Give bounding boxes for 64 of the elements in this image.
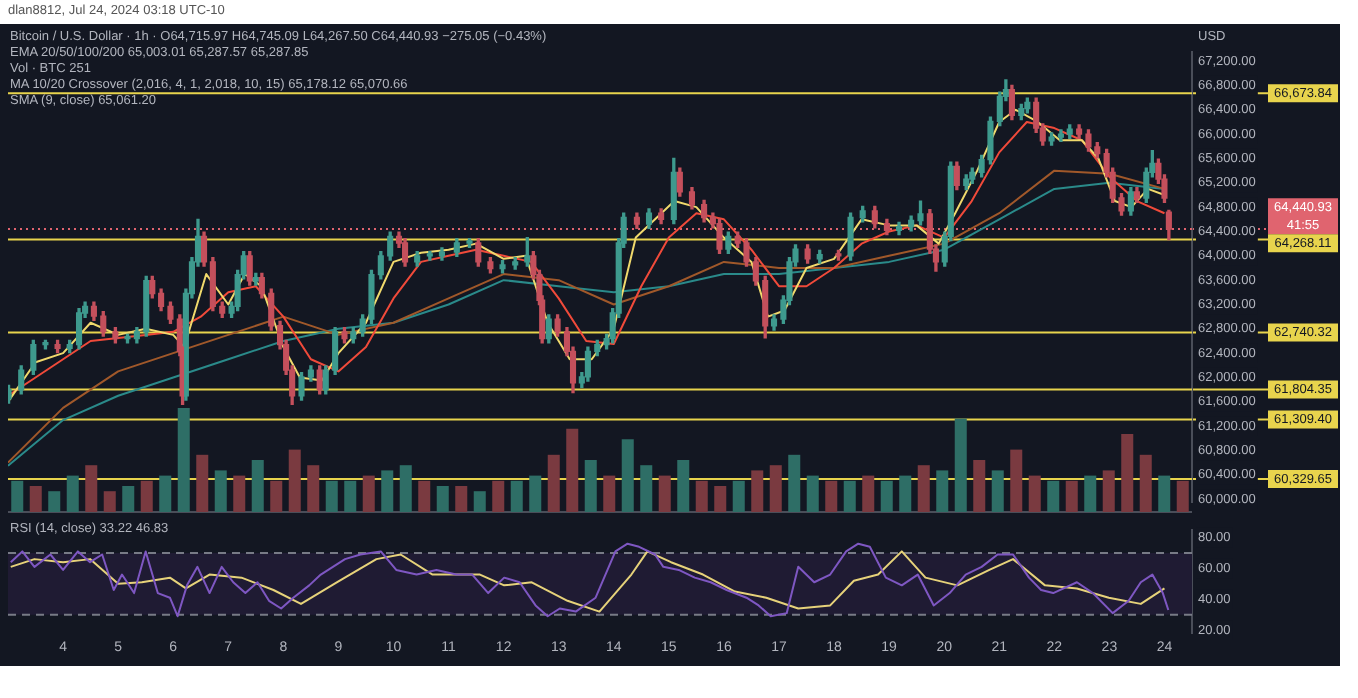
bar <box>825 480 838 512</box>
bar <box>547 454 560 512</box>
bar <box>418 480 431 512</box>
bar <box>880 480 893 512</box>
bar <box>1102 470 1115 512</box>
bar <box>1028 475 1041 512</box>
bar <box>381 470 394 512</box>
bar <box>510 480 523 512</box>
bar <box>1158 475 1171 512</box>
bar <box>1176 480 1189 512</box>
bar <box>48 491 61 512</box>
bar <box>658 475 671 512</box>
bar <box>325 480 338 512</box>
bar <box>436 486 449 512</box>
bar <box>270 480 283 512</box>
bar <box>806 475 819 512</box>
bar <box>362 475 375 512</box>
bar <box>584 460 597 512</box>
bar <box>492 480 505 512</box>
bar <box>344 480 357 512</box>
bar <box>566 428 579 512</box>
bar <box>936 470 949 512</box>
bar <box>899 475 912 512</box>
bar <box>1065 480 1078 512</box>
bar <box>991 470 1004 512</box>
bar <box>455 486 468 512</box>
bar <box>769 465 782 512</box>
bar <box>122 486 135 512</box>
bar <box>973 460 986 512</box>
bar <box>85 465 98 512</box>
bar <box>954 418 967 512</box>
bar <box>140 480 153 512</box>
bar <box>103 491 116 512</box>
bar <box>788 454 801 512</box>
bar <box>233 475 246 512</box>
bar <box>695 480 708 512</box>
bar <box>29 486 42 512</box>
bar <box>214 470 227 512</box>
bar <box>917 465 930 512</box>
bar <box>1010 449 1023 512</box>
bar <box>1121 434 1134 512</box>
bar <box>1047 480 1060 512</box>
bar <box>66 475 79 512</box>
bar <box>11 480 24 512</box>
bar <box>843 480 856 512</box>
bar <box>1139 454 1152 512</box>
bar <box>603 475 616 512</box>
bar <box>177 408 190 512</box>
bar <box>307 465 320 512</box>
bar <box>473 491 486 512</box>
bar <box>640 465 653 512</box>
bar <box>621 439 634 512</box>
bar <box>1084 475 1097 512</box>
bar <box>677 460 690 512</box>
bar <box>288 449 301 512</box>
bar <box>196 454 209 512</box>
bar <box>862 475 875 512</box>
bar <box>732 480 745 512</box>
bar <box>714 486 727 512</box>
bar <box>159 475 172 512</box>
bar <box>529 475 542 512</box>
bar <box>251 460 264 512</box>
bar <box>751 470 764 512</box>
bar <box>399 465 412 512</box>
